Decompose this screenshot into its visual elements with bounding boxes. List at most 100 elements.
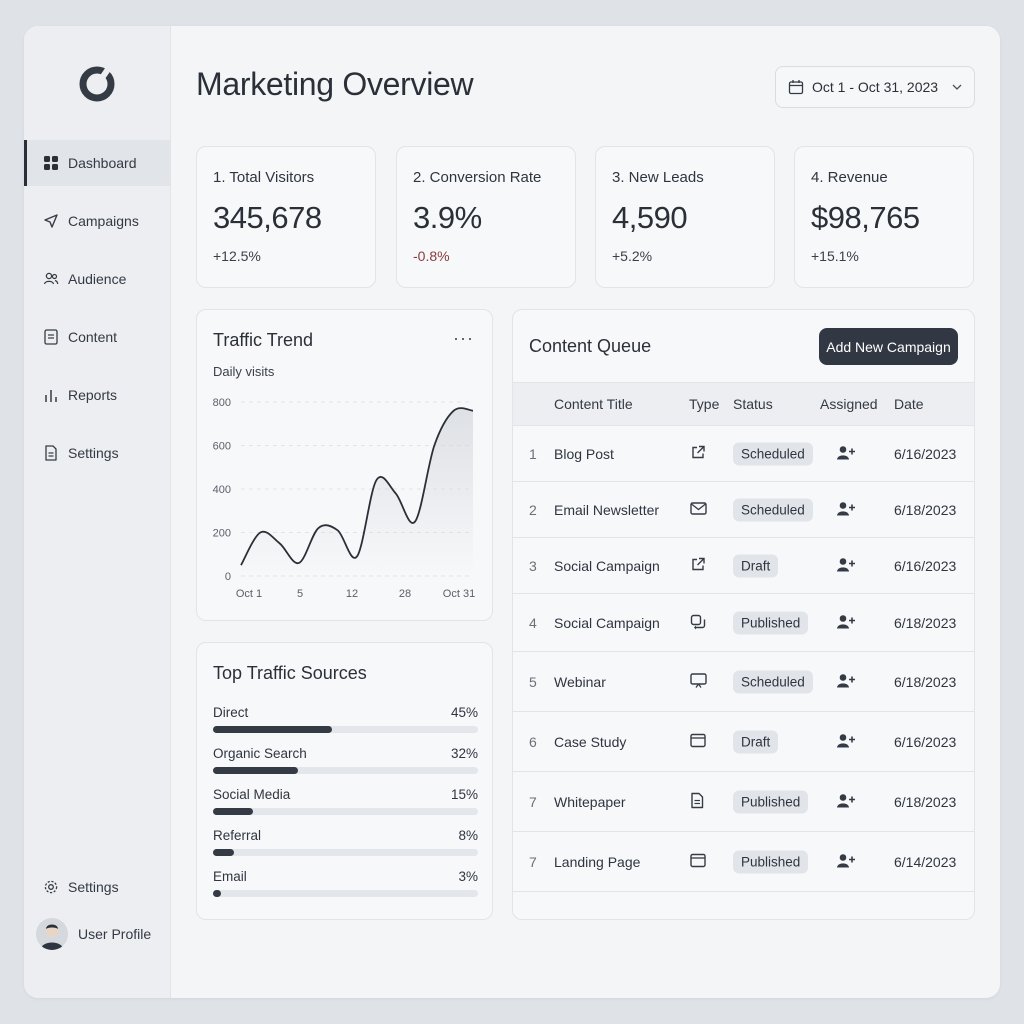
column-header-status[interactable]: Status: [733, 396, 773, 412]
column-header-type[interactable]: Type: [689, 396, 720, 412]
content-title: Webinar: [554, 673, 606, 690]
status-badge: Published: [733, 790, 809, 813]
traffic-series-line: [240, 407, 474, 566]
kpi-delta: -0.8%: [413, 248, 450, 264]
traffic-source-label: Referral: [213, 828, 262, 843]
traffic-source-bar-fill: [213, 767, 298, 774]
table-row[interactable]: 3 Social Campaign Draft 6/16/2023: [513, 538, 974, 594]
sidebar-item-content[interactable]: Content: [24, 314, 171, 360]
status-badge: Published: [733, 850, 809, 873]
traffic-source-bar-track: [213, 890, 478, 897]
ring-logo-icon[interactable]: [77, 64, 117, 104]
traffic-source-bar-track: [213, 808, 478, 815]
external-link-icon: [690, 556, 706, 575]
table-row[interactable]: 6 Case Study Draft 6/16/2023: [513, 712, 974, 772]
traffic-source-bar-fill: [213, 849, 235, 856]
traffic-sources-list: Direct 45% Organic Search 32% Social Media 15…: [213, 705, 478, 910]
table-row[interactable]: 4 Social Campaign Published 6/18/2023: [513, 594, 974, 652]
assign-user-icon[interactable]: [836, 852, 856, 871]
y-tick-label: 400: [213, 484, 231, 496]
status-badge: Draft: [733, 554, 779, 577]
table-row[interactable]: 5 Webinar Scheduled 6/18/2023: [513, 652, 974, 712]
traffic-source-label: Direct: [213, 705, 249, 720]
traffic-source-value: 8%: [458, 828, 478, 843]
app-window: Dashboard Campaigns Audience Content Rep…: [24, 26, 1000, 998]
assign-user-icon[interactable]: [836, 613, 856, 632]
kpi-card-total-visitors: 1. Total Visitors 345,678 +12.5%: [196, 146, 376, 288]
table-row[interactable]: 1 Blog Post Scheduled 6/16/2023: [513, 426, 974, 482]
content-date: 6/18/2023: [894, 673, 957, 690]
content-title: Landing Page: [554, 853, 641, 870]
date-range-label: Oct 1 - Oct 31, 2023: [812, 79, 939, 95]
x-tick-label: 12: [346, 588, 358, 600]
traffic-source-label: Social Media: [213, 787, 291, 802]
sidebar-item-label: Campaigns: [68, 213, 139, 229]
kpi-value: $98,765: [811, 200, 920, 235]
table-row[interactable]: 7 Landing Page Published 6/14/2023: [513, 832, 974, 892]
content-date: 6/14/2023: [894, 853, 957, 870]
assign-user-icon[interactable]: [836, 556, 856, 575]
y-tick-label: 800: [213, 397, 231, 409]
traffic-source-bar-track: [213, 849, 478, 856]
content-title: Whitepaper: [554, 793, 626, 810]
assign-user-icon[interactable]: [836, 672, 856, 691]
sidebar-bottom-settings[interactable]: Settings: [24, 872, 171, 902]
traffic-source-bar-fill: [213, 890, 221, 897]
more-options-icon[interactable]: ···: [453, 328, 474, 348]
kpi-delta: +5.2%: [612, 248, 653, 264]
table-row[interactable]: 7 Whitepaper Published 6/18/2023: [513, 772, 974, 832]
traffic-trend-subtitle: Daily visits: [213, 364, 275, 379]
column-header-assigned[interactable]: Assigned: [820, 396, 878, 412]
date-range-picker[interactable]: Oct 1 - Oct 31, 2023: [775, 66, 975, 108]
traffic-source-bar-track: [213, 726, 478, 733]
sidebar-item-label: Content: [68, 329, 118, 345]
main-content: Marketing Overview Oct 1 - Oct 31, 2023 …: [196, 26, 1000, 998]
traffic-trend-card: Traffic Trend Daily visits ··· 800 600 400…: [196, 309, 493, 621]
content-title: Case Study: [554, 733, 627, 750]
sidebar-item-dashboard[interactable]: Dashboard: [24, 140, 171, 186]
kpi-card-conversion-rate: 2. Conversion Rate 3.9% -0.8%: [396, 146, 576, 288]
users-icon: [42, 270, 60, 288]
x-tick-label: 5: [297, 588, 303, 600]
mail-icon: [690, 501, 707, 518]
x-tick-label: Oct 31: [443, 588, 475, 600]
monitor-icon: [690, 672, 707, 691]
assign-user-icon[interactable]: [836, 500, 856, 519]
column-header-date[interactable]: Date: [894, 396, 924, 412]
sidebar-item-reports[interactable]: Reports: [24, 372, 171, 418]
traffic-source-row: Email 3%: [213, 869, 478, 910]
sidebar-item-settings[interactable]: Settings: [24, 430, 171, 476]
add-new-campaign-button[interactable]: Add New Campaign: [819, 328, 958, 365]
content-queue-title: Content Queue: [529, 336, 652, 356]
assign-user-icon[interactable]: [836, 732, 856, 751]
sidebar-item-campaigns[interactable]: Campaigns: [24, 198, 171, 244]
table-row[interactable]: 2 Email Newsletter Scheduled 6/18/2023: [513, 482, 974, 538]
user-profile[interactable]: User Profile: [36, 918, 151, 950]
content-date: 6/16/2023: [894, 733, 957, 750]
traffic-source-row: Organic Search 32%: [213, 746, 478, 787]
calendar-icon: [788, 79, 804, 95]
sidebar-item-label: Audience: [68, 271, 127, 287]
sidebar-item-audience[interactable]: Audience: [24, 256, 171, 302]
column-header-content-title[interactable]: Content Title: [554, 396, 633, 412]
file-icon: [690, 792, 704, 811]
row-number: 2: [529, 501, 537, 518]
status-badge: Scheduled: [733, 498, 813, 521]
traffic-source-row: Social Media 15%: [213, 787, 478, 828]
traffic-trend-title: Traffic Trend: [213, 330, 314, 350]
y-tick-label: 600: [213, 441, 231, 453]
settings-link[interactable]: Settings: [24, 872, 171, 902]
sidebar-item-label: Reports: [68, 387, 118, 403]
grid-icon: [42, 154, 60, 172]
content-title: Blog Post: [554, 445, 614, 462]
x-tick-label: 28: [399, 588, 411, 600]
content-title: Social Campaign: [554, 614, 660, 631]
assign-user-icon[interactable]: [836, 792, 856, 811]
content-queue-card: Content Queue Add New Campaign Content T…: [512, 309, 975, 920]
sidebar-item-label: Dashboard: [68, 155, 137, 171]
y-tick-label: 200: [213, 528, 231, 540]
row-number: 1: [529, 445, 537, 462]
content-date: 6/16/2023: [894, 445, 957, 462]
row-number: 4: [529, 614, 537, 631]
assign-user-icon[interactable]: [836, 444, 856, 463]
